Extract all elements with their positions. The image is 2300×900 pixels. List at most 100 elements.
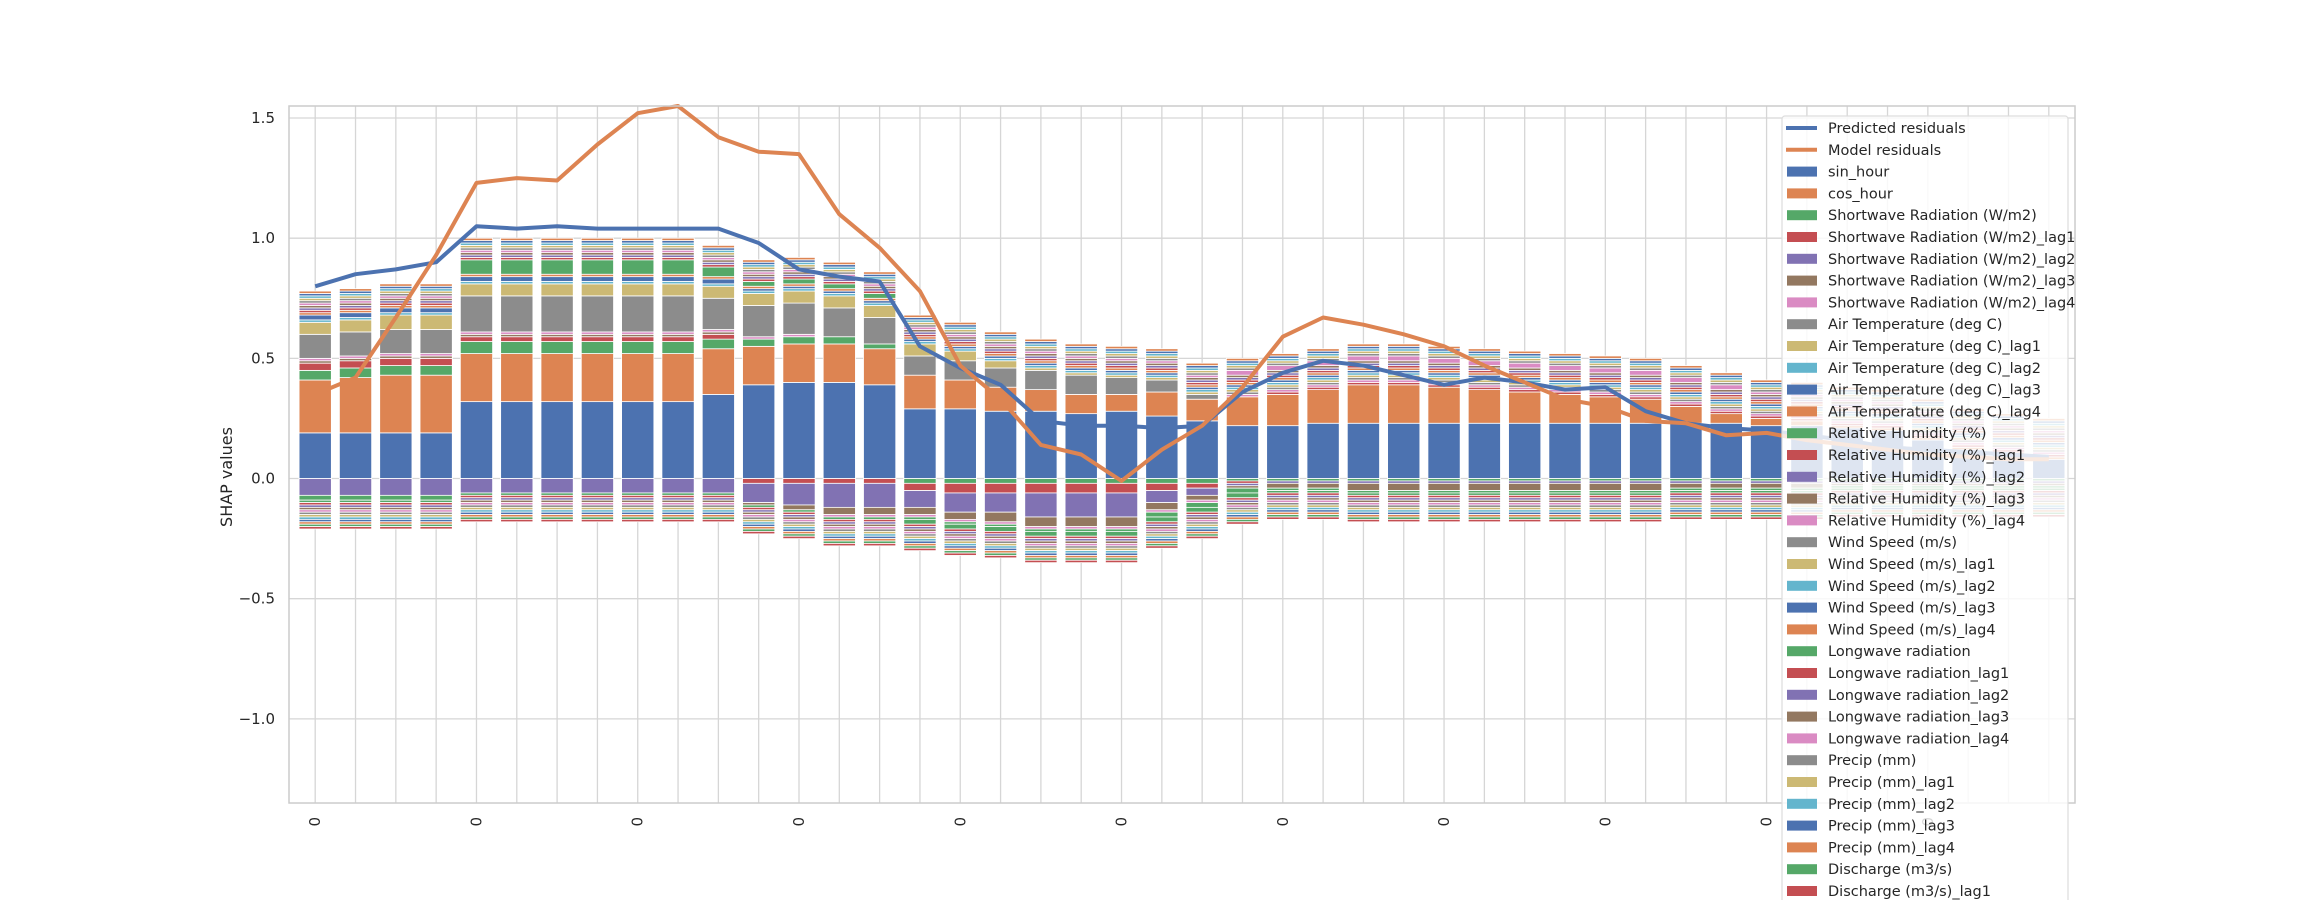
bar-segment (459, 259, 493, 275)
bar-segment (782, 478, 816, 484)
bar-segment (1185, 502, 1219, 508)
bar-segment (822, 478, 856, 484)
bar-segment (903, 374, 937, 410)
bar-segment (1629, 482, 1663, 491)
x-tick-label: 0 (790, 817, 808, 827)
bar-segment (1225, 487, 1260, 494)
bar-segment (1145, 545, 1179, 549)
bar-segment (782, 535, 816, 540)
legend-entry-label: Predicted residuals (1828, 121, 1966, 137)
bar-segment (1346, 422, 1380, 479)
bar-segment (500, 276, 534, 282)
bar-segment (500, 401, 534, 479)
legend: Predicted residuals Model residuals sin_ho… (1781, 115, 2075, 900)
legend-patch-swatch (1787, 798, 1817, 809)
bar-segment (1064, 531, 1098, 537)
bar-segment (984, 410, 1018, 479)
bar-segment (1548, 518, 1582, 523)
legend-entry-label: sin_hour (1828, 165, 1889, 181)
bar-segment (1185, 362, 1219, 366)
bar-segment (742, 259, 776, 263)
legend-patch-swatch (1787, 689, 1817, 700)
bar-segment (1387, 482, 1421, 491)
legend-patch-swatch (1787, 450, 1817, 460)
legend-patch-swatch (1787, 755, 1817, 766)
bar-segment (661, 276, 695, 282)
bar-segment (419, 307, 453, 314)
bar-segment (1024, 389, 1058, 412)
bar-segment (1104, 492, 1139, 518)
bar-segment (1346, 343, 1380, 347)
bar-segment (419, 432, 453, 479)
bar-segment (984, 492, 1018, 513)
bar-segment (1104, 345, 1139, 350)
x-tick-label: 0 (1274, 817, 1292, 827)
bar-segment (540, 276, 574, 282)
legend-patch-swatch (1787, 210, 1817, 221)
x-tick-labels: 00000000000 (306, 817, 1937, 827)
bar-segment (822, 482, 856, 508)
legend-patch-swatch (1787, 493, 1817, 504)
bar-segment (863, 506, 897, 515)
bar-segment (943, 492, 977, 513)
bar-segment (1346, 384, 1380, 424)
legend-patch-swatch (1787, 188, 1817, 199)
bar-segment (540, 336, 574, 342)
bar-segment (419, 314, 453, 330)
bar-segment (338, 312, 373, 318)
bar-segment (338, 526, 373, 530)
legend-patch-swatch (1787, 711, 1817, 722)
bar-segment (1104, 410, 1139, 479)
bar-segment (1669, 422, 1703, 479)
legend-patch-swatch (1787, 253, 1817, 264)
bar-segment (1024, 338, 1058, 342)
bar-segment (1709, 372, 1743, 376)
bar-segment (1629, 518, 1663, 523)
bar-segment (1104, 482, 1139, 494)
legend-entry-label: Relative Humidity (%)_lag1 (1828, 448, 2025, 464)
legend-patch-swatch (1787, 842, 1817, 853)
bar-segment (1225, 425, 1260, 479)
bar-segment (1104, 377, 1139, 395)
bar-segment (459, 276, 493, 282)
legend-entry-label: Shortwave Radiation (W/m2)_lag2 (1828, 252, 2075, 268)
legend-patch-swatch (1787, 602, 1817, 613)
bar-segment (1024, 516, 1058, 528)
bar-segment (1508, 362, 1542, 369)
bar-segment (459, 336, 493, 342)
bar-segment (580, 295, 614, 333)
bar-segment (500, 341, 534, 354)
bar-segment (1306, 516, 1340, 520)
bar-segment (984, 482, 1018, 494)
legend-patch-swatch (1787, 362, 1817, 373)
bar-segment (621, 478, 655, 494)
legend-patch-swatch (1787, 777, 1817, 787)
bar-segment (459, 478, 493, 494)
bar-segment (379, 365, 413, 376)
bar-segment (903, 478, 937, 484)
bar-segment (822, 543, 856, 547)
bar-segment (1266, 394, 1300, 427)
bar-segment (1185, 420, 1219, 479)
bar-segment (661, 341, 695, 354)
y-tick-label: −0.5 (239, 590, 275, 608)
bar-segment (1346, 482, 1380, 491)
bar-segment (1145, 391, 1179, 417)
bar-segment (822, 506, 856, 515)
bar-segment (701, 244, 735, 249)
bar-segment (540, 283, 574, 297)
bar-segment (701, 333, 735, 340)
bar-segment (1225, 521, 1260, 525)
x-tick-label: 0 (1758, 817, 1776, 827)
bar-segment (661, 518, 695, 523)
bar-segment (1387, 343, 1421, 347)
bar-segment (903, 547, 937, 552)
legend-patch-swatch (1787, 733, 1817, 744)
bar-segment (379, 526, 413, 530)
bar-segment (540, 478, 574, 494)
bar-segment (984, 526, 1018, 532)
legend-entry-label: Precip (mm)_lag4 (1828, 840, 1955, 856)
bar-segment (1225, 492, 1260, 499)
bar-segment (943, 552, 977, 556)
legend-patch-swatch (1787, 297, 1817, 308)
